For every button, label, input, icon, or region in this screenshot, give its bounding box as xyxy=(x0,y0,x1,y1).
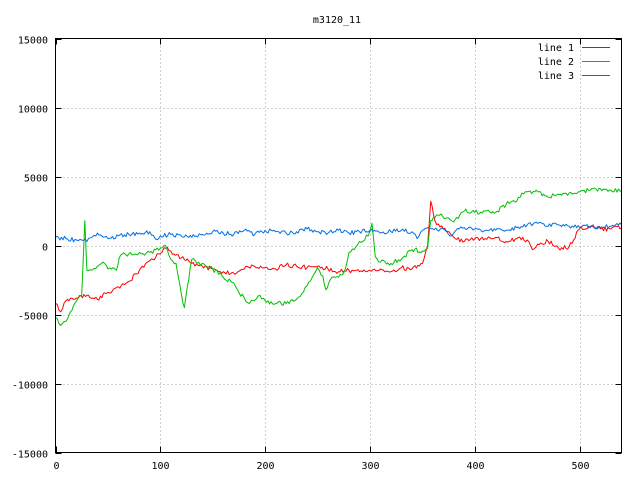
series-line-3 xyxy=(55,221,622,243)
series-line-2 xyxy=(55,187,622,326)
plot-frame xyxy=(55,38,622,453)
series-layer xyxy=(55,187,622,326)
x-tick-label: 200 xyxy=(256,461,274,472)
x-tick-label: 100 xyxy=(151,461,169,472)
grid-layer xyxy=(55,38,622,453)
x-tick-label: 500 xyxy=(571,461,589,472)
y-tick-label: 10000 xyxy=(18,105,48,116)
legend-label-1: line 1 xyxy=(538,43,574,54)
tick-layer: -15000 -10000 -5000 0 5000 10000 15000 0 100 200 3… xyxy=(12,36,622,472)
legend-label-3: line 3 xyxy=(538,71,574,82)
y-tick-label: -10000 xyxy=(12,381,48,392)
x-tick-label: 0 xyxy=(53,461,59,472)
x-tick-label: 300 xyxy=(361,461,379,472)
x-tick-label: 400 xyxy=(466,461,484,472)
legend: line 1 line 2 line 3 xyxy=(538,43,610,82)
chart-title: m3120_11 xyxy=(313,15,361,26)
legend-label-2: line 2 xyxy=(538,57,574,68)
series-line-1 xyxy=(55,200,622,313)
y-tick-label: -5000 xyxy=(18,312,48,323)
y-tick-label: 15000 xyxy=(18,36,48,47)
y-tick-label: 5000 xyxy=(24,174,48,185)
y-tick-label: -15000 xyxy=(12,450,48,461)
y-tick-label: 0 xyxy=(42,243,48,254)
